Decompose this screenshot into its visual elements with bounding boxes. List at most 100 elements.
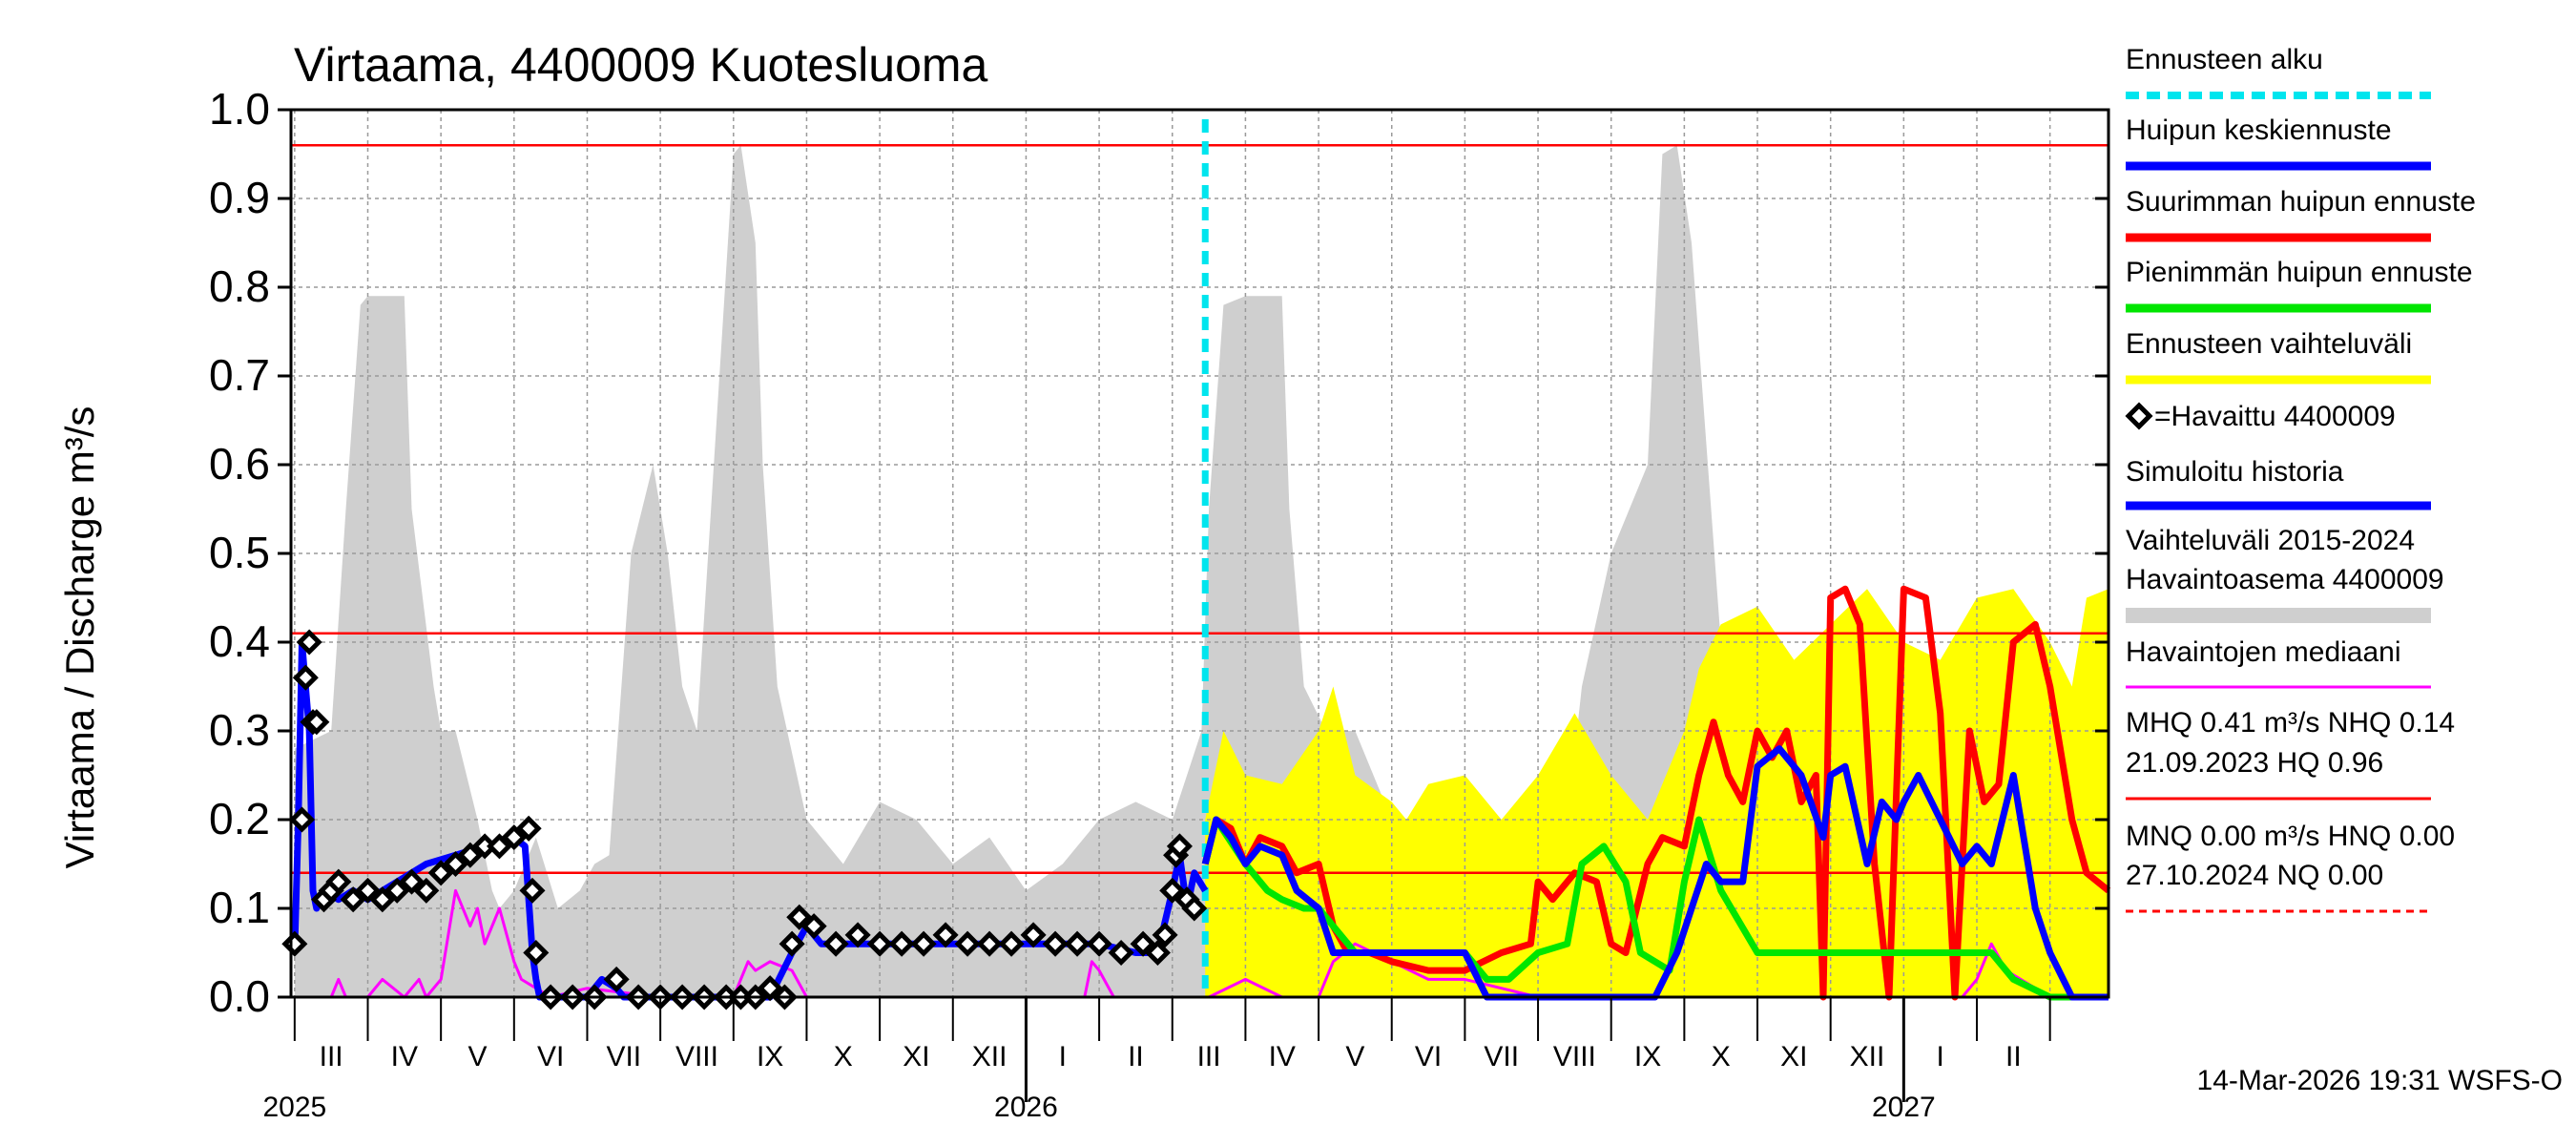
observed-point	[486, 833, 513, 860]
observed-point	[1064, 930, 1091, 957]
observed-point	[932, 922, 959, 948]
observed-point	[369, 886, 396, 913]
x-month-label: III	[320, 1041, 343, 1072]
observed-point	[800, 913, 827, 940]
observed-point	[413, 877, 440, 904]
x-month-label: VII	[606, 1041, 641, 1072]
observed-point	[779, 930, 805, 957]
observed-point	[1144, 939, 1171, 967]
y-axis-label: Virtaama / Discharge m³/s	[57, 406, 102, 869]
legend-label-simulated: Simuloitu historia	[2126, 456, 2344, 488]
x-month-label: XI	[903, 1041, 929, 1072]
x-month-label: V	[1345, 1041, 1364, 1072]
mean-forecast-line	[1201, 745, 2109, 1001]
range-bands	[294, 145, 2109, 997]
x-month-label: IV	[1269, 1041, 1296, 1072]
observed-point	[523, 939, 550, 967]
x-month-label: XII	[972, 1041, 1008, 1072]
observed-point	[501, 824, 528, 851]
x-year-label: 2027	[1872, 1092, 1936, 1123]
observed-point	[1108, 939, 1134, 967]
chart-title: Virtaama, 4400009 Kuotesluoma	[294, 38, 988, 92]
y-tick-label: 0.9	[209, 173, 270, 222]
x-month-label: IV	[391, 1041, 418, 1072]
legend-label-forecast_range: Ennusteen vaihteluväli	[2126, 328, 2412, 360]
observed-point	[292, 664, 319, 691]
legend-label-mhq: MHQ 0.41 m³/s NHQ 0.14	[2126, 707, 2455, 739]
observed-point	[354, 877, 382, 904]
legend-label-mean_forecast: Huipun keskiennuste	[2126, 114, 2392, 146]
x-month-label: VIII	[675, 1041, 718, 1072]
x-month-label: VII	[1484, 1041, 1519, 1072]
observed-point	[398, 868, 426, 895]
x-axis: III IV V VI VII VIII IX X XI XII I II III IV V VI VII VII…	[262, 997, 2051, 1123]
y-axis: 0.0 0.1 0.2 0.3 0.4 0.5 0.6 0.7 0.8 0.9 1.0	[209, 84, 2109, 1021]
y-tick-label: 0.8	[209, 261, 270, 311]
max-forecast-line	[1201, 585, 2111, 1001]
observed-point	[1152, 922, 1178, 948]
x-month-label: X	[834, 1041, 853, 1072]
area-vaihteluv-li-2015-2024-havaintoasema-4400009	[294, 145, 2109, 997]
observed-point	[519, 877, 546, 904]
observed-point	[976, 930, 1003, 957]
observed-point	[786, 904, 813, 930]
observed-point	[910, 930, 937, 957]
observed-point	[303, 709, 330, 736]
x-month-label: III	[1197, 1041, 1221, 1072]
legend-label2-hist_range: Havaintoasema 4400009	[2126, 564, 2444, 595]
footer-timestamp: 14-Mar-2026 19:31 WSFS-O	[2197, 1065, 2563, 1096]
y-tick-label: 0.3	[209, 705, 270, 755]
observed-point	[844, 922, 871, 948]
observed-point	[442, 850, 469, 878]
x-month-label: XII	[1850, 1041, 1885, 1072]
observed-point	[288, 806, 316, 833]
observed-point	[515, 815, 542, 842]
legend-label-min_forecast: Pienimmän huipun ennuste	[2126, 257, 2473, 288]
legend-label-forecast_start: Ennusteen alku	[2126, 44, 2323, 75]
observed-point	[998, 930, 1025, 957]
y-tick-label: 0.0	[209, 971, 270, 1021]
x-month-label: V	[467, 1041, 487, 1072]
x-year-label: 2026	[994, 1092, 1058, 1123]
observed-point	[1166, 833, 1193, 860]
observed-point	[1159, 877, 1186, 904]
legend-label-observed: =Havaittu 4400009	[2154, 401, 2396, 432]
legend-label-median: Havaintojen mediaani	[2126, 636, 2401, 668]
legend-label-max_forecast: Suurimman huipun ennuste	[2126, 186, 2476, 218]
legend-label2-mnq: 27.10.2024 NQ 0.00	[2126, 860, 2383, 891]
y-tick-label: 0.6	[209, 439, 270, 489]
x-month-label: II	[1128, 1041, 1144, 1072]
x-month-label: IX	[1634, 1041, 1661, 1072]
x-month-label: VIII	[1553, 1041, 1596, 1072]
y-tick-label: 0.5	[209, 528, 270, 577]
x-month-label: IX	[757, 1041, 783, 1072]
legend: Ennusteen alku Huipun keskiennuste Suurimm…	[2125, 44, 2476, 913]
observed-point	[888, 930, 915, 957]
x-month-label: VI	[537, 1041, 564, 1072]
x-month-label: I	[1059, 1041, 1067, 1072]
reference-lines	[291, 143, 2109, 875]
observed-point	[340, 886, 366, 913]
x-month-label: X	[1712, 1041, 1731, 1072]
y-tick-label: 0.1	[209, 883, 270, 932]
observed-point	[427, 860, 454, 886]
x-month-label: II	[2005, 1041, 2022, 1072]
observed-point	[822, 930, 849, 957]
observed-point	[954, 930, 981, 957]
observed-point	[457, 842, 484, 868]
legend-label2-mhq: 21.09.2023 HQ 0.96	[2126, 747, 2383, 779]
observed-point	[866, 930, 893, 957]
y-tick-label: 0.4	[209, 616, 270, 666]
observed-point	[603, 966, 630, 992]
y-tick-label: 0.7	[209, 350, 270, 400]
grid	[291, 109, 2109, 998]
legend-label-hist_range: Vaihteluväli 2015-2024	[2126, 525, 2415, 556]
observed-point	[1130, 930, 1156, 957]
observed-point	[1181, 895, 1208, 922]
y-tick-label: 0.2	[209, 794, 270, 843]
observed-point	[325, 868, 352, 895]
x-month-label: XI	[1780, 1041, 1807, 1072]
observed-point	[384, 877, 410, 904]
observed-point	[1020, 922, 1047, 948]
